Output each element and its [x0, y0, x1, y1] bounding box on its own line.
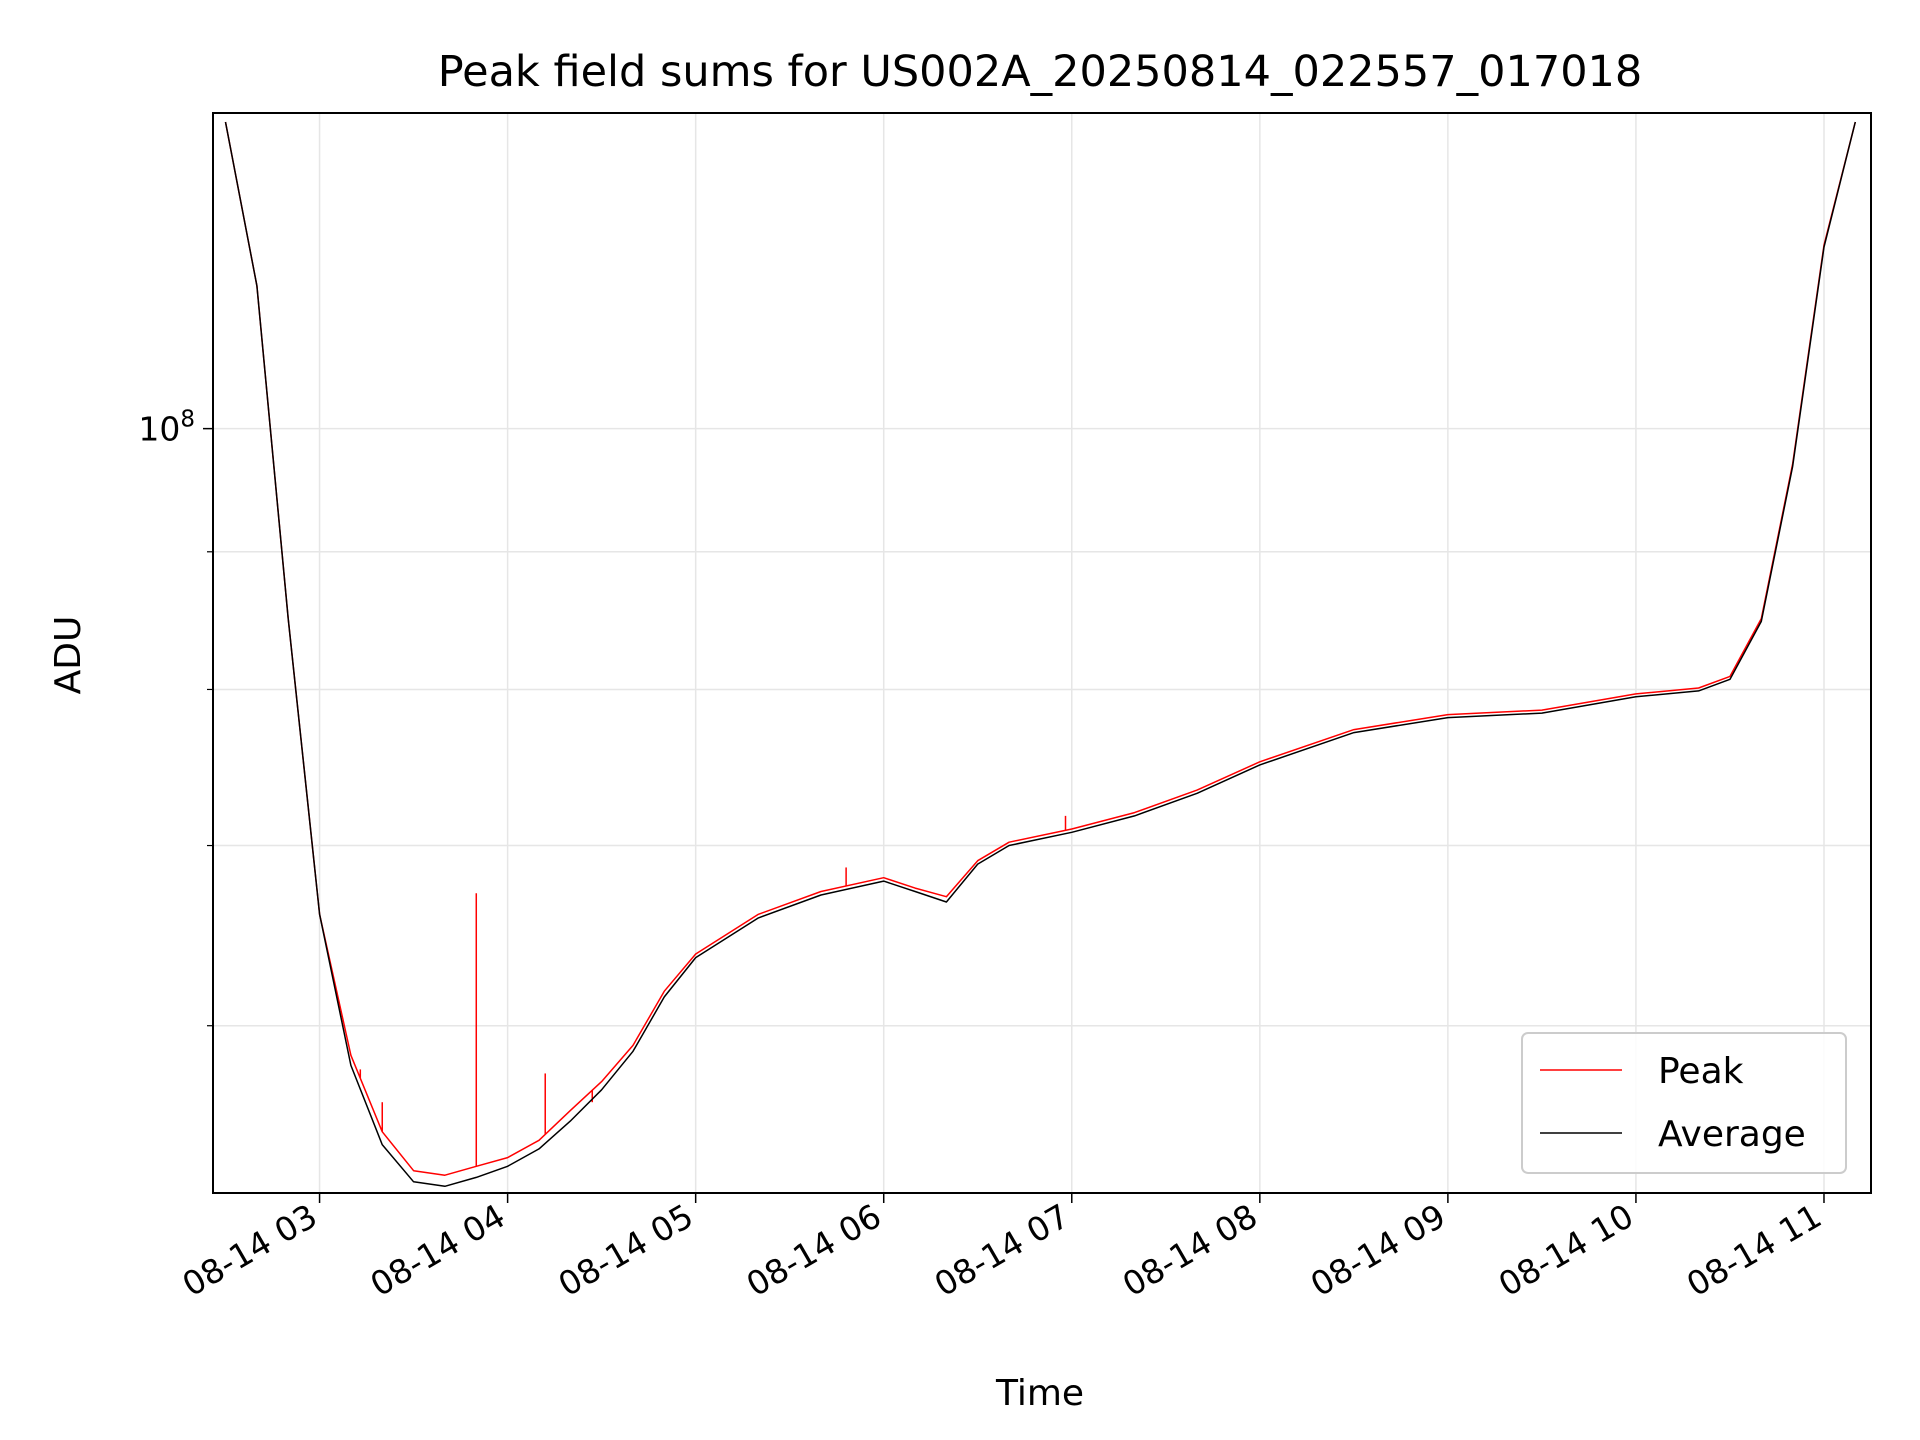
y-axis-ticks: 108 [138, 407, 213, 1027]
plot-lines [224, 121, 1857, 1188]
legend: Peak Average [1521, 1032, 1847, 1174]
plot-frame [212, 112, 1872, 1194]
chart-title: Peak field sums for US002A_20250814_0225… [438, 47, 1643, 97]
x-axis-label: Time [995, 1373, 1084, 1414]
series-line-peak [224, 121, 1857, 1176]
series-line-average [224, 121, 1857, 1188]
legend-box [1521, 1032, 1847, 1174]
grid [213, 113, 1871, 1193]
legend-average-label: Average [1658, 1114, 1806, 1155]
y-axis-label: ADU [48, 616, 89, 695]
legend-peak-label: Peak [1658, 1051, 1744, 1092]
y-tick-label: 108 [138, 407, 195, 449]
